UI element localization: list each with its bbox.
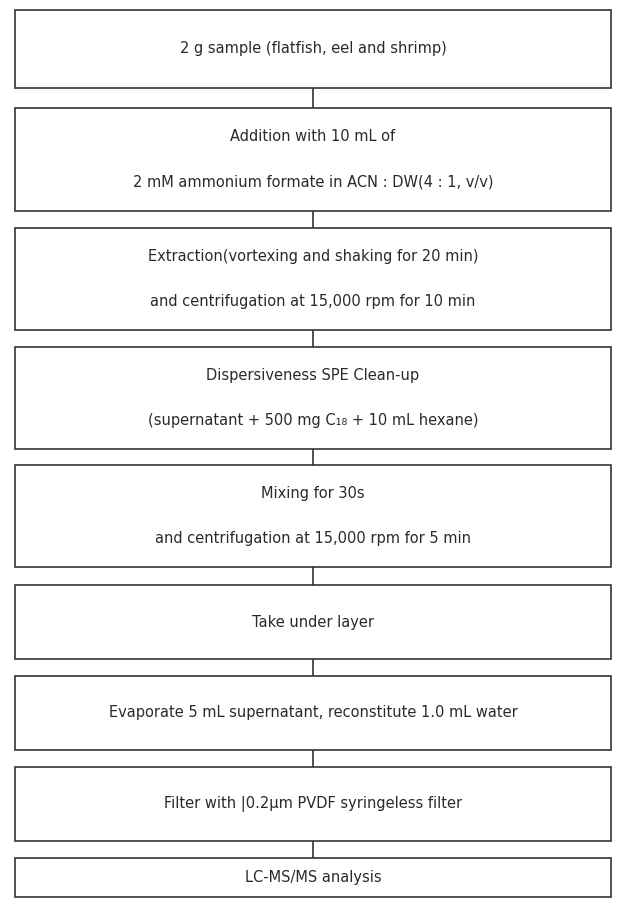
Bar: [15, 676, 611, 750]
Bar: [15, 10, 611, 88]
Bar: [15, 585, 611, 659]
Text: Filter with |0.2μm PVDF syringeless filter: Filter with |0.2μm PVDF syringeless filt…: [164, 796, 462, 812]
Bar: [15, 108, 611, 211]
Text: LC-MS/MS analysis: LC-MS/MS analysis: [245, 870, 381, 885]
Bar: [15, 228, 611, 330]
Text: Mixing for 30s: Mixing for 30s: [261, 486, 365, 501]
Text: 2 g sample (flatfish, eel and shrimp): 2 g sample (flatfish, eel and shrimp): [180, 42, 446, 56]
Text: Take under layer: Take under layer: [252, 615, 374, 629]
Text: and centrifugation at 15,000 rpm for 10 min: and centrifugation at 15,000 rpm for 10 …: [150, 294, 476, 309]
Text: Evaporate 5 mL supernatant, reconstitute 1.0 mL water: Evaporate 5 mL supernatant, reconstitute…: [109, 706, 517, 720]
Bar: [15, 858, 611, 897]
Text: Addition with 10 mL of: Addition with 10 mL of: [230, 130, 396, 144]
Bar: [15, 767, 611, 841]
Text: and centrifugation at 15,000 rpm for 5 min: and centrifugation at 15,000 rpm for 5 m…: [155, 531, 471, 546]
Text: (supernatant + 500 mg C₁₈ + 10 mL hexane): (supernatant + 500 mg C₁₈ + 10 mL hexane…: [148, 413, 478, 428]
Text: 2 mM ammonium formate in ACN : DW(4 : 1, v/v): 2 mM ammonium formate in ACN : DW(4 : 1,…: [133, 175, 493, 190]
Bar: [15, 465, 611, 567]
Bar: [15, 347, 611, 449]
Text: Dispersiveness SPE Clean-up: Dispersiveness SPE Clean-up: [207, 368, 419, 383]
Text: Extraction(vortexing and shaking for 20 min): Extraction(vortexing and shaking for 20 …: [148, 249, 478, 264]
